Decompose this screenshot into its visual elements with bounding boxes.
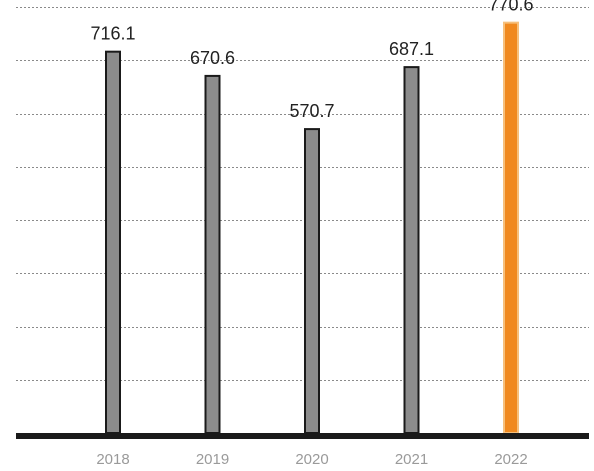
gridlines	[16, 7, 589, 381]
x-axis-baseline	[16, 433, 589, 439]
bar-2022	[503, 21, 519, 435]
x-tick-2022: 2022	[494, 451, 527, 468]
bar-2020	[304, 128, 320, 434]
x-tick-2018: 2018	[96, 451, 129, 468]
x-tick-2020: 2020	[295, 451, 328, 468]
data-labels: 716.1 670.6 570.7 687.1 770.6	[90, 0, 533, 121]
bar-2021	[403, 66, 420, 434]
x-tick-2019: 2019	[196, 451, 229, 468]
x-tick-2021: 2021	[395, 451, 428, 468]
bars	[105, 21, 519, 435]
x-axis-ticks: 2018 2019 2020 2021 2022	[96, 451, 527, 468]
data-label-2022: 770.6	[488, 0, 533, 15]
data-label-2020: 570.7	[289, 101, 334, 121]
data-label-2019: 670.6	[190, 48, 235, 68]
bar-2019	[204, 74, 221, 435]
bar-2018	[105, 50, 121, 434]
data-label-2021: 687.1	[389, 39, 434, 59]
data-label-2018: 716.1	[90, 24, 135, 44]
